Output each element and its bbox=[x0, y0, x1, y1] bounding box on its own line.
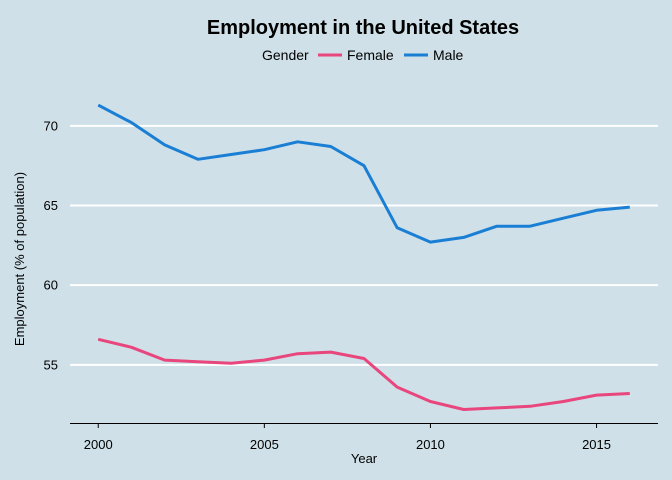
legend: Gender Female Male bbox=[262, 47, 464, 63]
series-line-male bbox=[97, 103, 630, 244]
y-tick-label-65: 65 bbox=[44, 198, 58, 213]
y-axis-label: Employment (% of population) bbox=[12, 172, 27, 346]
y-tick-label-70: 70 bbox=[44, 118, 58, 133]
y-tick-label-60: 60 bbox=[44, 278, 58, 293]
legend-title: Gender bbox=[262, 47, 309, 63]
series-lines bbox=[97, 103, 630, 411]
legend-label-male: Male bbox=[433, 47, 464, 63]
grid bbox=[70, 124, 658, 366]
chart-title: Employment in the United States bbox=[207, 17, 519, 39]
x-tick-label-2000: 2000 bbox=[84, 437, 113, 452]
x-tick-label-2010: 2010 bbox=[416, 437, 445, 452]
x-axis-label: Year bbox=[351, 451, 378, 466]
x-tick-label-2005: 2005 bbox=[250, 437, 279, 452]
legend-label-female: Female bbox=[347, 47, 394, 63]
series-line-female bbox=[97, 337, 630, 411]
y-tick-label-55: 55 bbox=[44, 357, 58, 372]
y-axis-ticks: 55 60 65 70 bbox=[44, 118, 58, 372]
x-tick-label-2015: 2015 bbox=[582, 437, 611, 452]
x-axis-ticks: 2000 2005 2010 2015 bbox=[84, 423, 611, 452]
